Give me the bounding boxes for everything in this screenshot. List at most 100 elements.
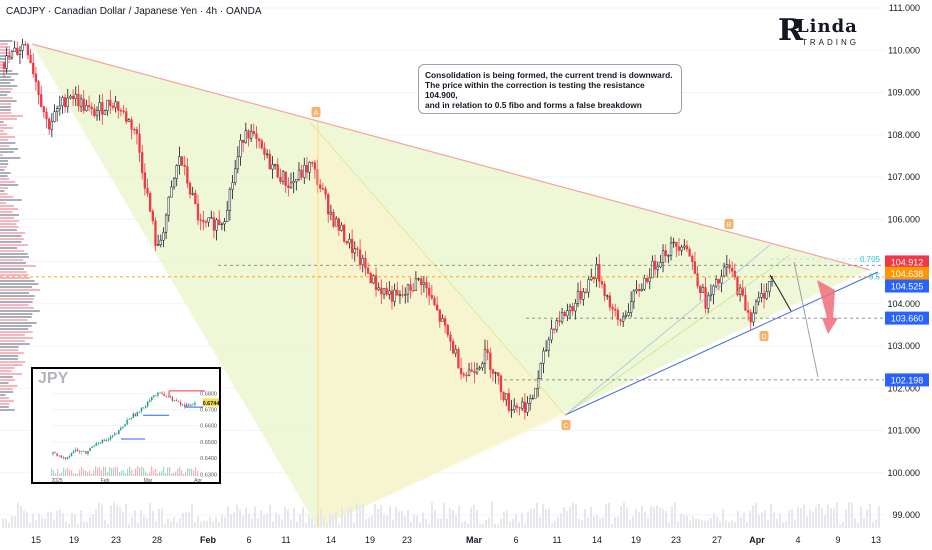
volume-bar: [851, 502, 853, 528]
inset-volume-bar: [117, 467, 119, 476]
inset-volume-bar: [79, 469, 81, 476]
candle-body: [446, 324, 449, 336]
candle-body: [467, 369, 471, 376]
inset-candle-body: [169, 396, 172, 398]
candle-body: [539, 363, 542, 379]
candle-body: [199, 219, 202, 221]
volume-bar: [683, 514, 685, 528]
volume-bar: [779, 513, 781, 528]
volume-bar: [155, 520, 157, 528]
volume-bar: [131, 517, 133, 528]
volume-bar: [800, 508, 802, 528]
volume-profile-bar: [0, 298, 34, 300]
volume-bar: [35, 520, 37, 528]
x-tick-label: 11: [281, 535, 290, 545]
volume-profile: [0, 40, 41, 411]
volume-bar: [809, 509, 811, 528]
volume-bar: [182, 513, 184, 528]
candle-body: [281, 171, 285, 182]
volume-bar: [479, 523, 481, 528]
inset-volume-bar: [161, 471, 163, 476]
volume-bar: [32, 513, 34, 528]
candle-body: [630, 301, 633, 313]
candle-body: [725, 264, 728, 268]
candle-body: [316, 169, 319, 186]
candle-body: [696, 273, 699, 287]
volume-profile-bar: [0, 226, 19, 228]
volume-bar: [626, 507, 628, 528]
x-tick-label: 6: [513, 535, 518, 545]
volume-bar: [743, 512, 745, 528]
volume-bar: [341, 506, 343, 528]
volume-bar: [11, 516, 13, 528]
inset-volume-bar: [95, 466, 97, 476]
candle-body: [720, 275, 723, 284]
candle-body: [228, 189, 232, 211]
volume-bar: [383, 514, 385, 528]
candle-body: [130, 119, 133, 130]
inset-chart[interactable]: JPY 0.6800 0.6700 0.6600 0.6500 0.6400 0.6300…: [31, 367, 221, 484]
volume-profile-bar: [0, 169, 5, 171]
candle-body: [497, 372, 500, 377]
volume-bar: [23, 510, 25, 528]
candle-body: [271, 164, 274, 170]
candle-body: [566, 310, 569, 316]
candle-body: [481, 363, 484, 369]
volume-bar: [443, 503, 445, 528]
candle-body: [603, 283, 606, 297]
wave-marker-label: A: [314, 110, 319, 117]
inset-volume-bar: [75, 473, 77, 476]
volume-profile-bar: [0, 313, 33, 315]
fib-label: 0.5: [869, 272, 881, 281]
volume-bar: [461, 521, 463, 528]
volume-bar: [776, 518, 778, 528]
volume-profile-bar: [0, 343, 30, 345]
inset-candle-body: [181, 404, 184, 406]
volume-profile-bar: [0, 295, 35, 297]
inset-volume-bar: [55, 473, 57, 476]
volume-bar: [446, 518, 448, 528]
candle-body: [164, 214, 168, 233]
candle-body: [749, 312, 752, 323]
inset-candle-body: [116, 433, 118, 435]
candle-body: [335, 218, 338, 227]
inset-candle-body: [151, 396, 153, 401]
candle-body: [390, 290, 394, 302]
inset-candle-body: [153, 395, 155, 397]
candle-body: [441, 318, 444, 322]
candle-body: [212, 217, 216, 231]
annotation-note[interactable]: Consolidation is being formed, the curre…: [418, 64, 682, 114]
inset-candle-body: [105, 440, 108, 441]
volume-profile-bar: [0, 205, 15, 207]
volume-profile-bar: [0, 346, 19, 348]
volume-bar: [551, 523, 553, 528]
volume-bar: [620, 505, 622, 528]
candle-body: [635, 289, 638, 292]
volume-profile-bar: [0, 292, 29, 294]
inset-candle-body: [173, 400, 176, 401]
y-tick-label: 106.000: [887, 214, 920, 224]
volume-bar: [62, 513, 64, 528]
candle-body: [127, 119, 131, 122]
candle-body: [239, 139, 242, 158]
inset-candle-body: [64, 457, 67, 459]
candle-body: [215, 219, 218, 231]
candle-body: [289, 182, 293, 189]
candle-body: [380, 287, 383, 295]
volume-bar: [89, 517, 91, 528]
volume-bar: [647, 517, 649, 528]
volume-bar: [548, 508, 550, 528]
inset-candle-body: [159, 392, 161, 394]
volume-bar: [584, 509, 586, 528]
inset-candle-body: [68, 455, 71, 458]
volume-profile-bar: [0, 274, 29, 276]
candle-body: [707, 295, 710, 309]
x-tick-label: 14: [592, 535, 602, 545]
volume-bar: [527, 511, 529, 528]
candle-body: [143, 172, 146, 189]
volume-bar: [521, 513, 523, 528]
candle-body: [295, 178, 298, 182]
inset-volume-bar: [193, 470, 195, 476]
volume-bar: [533, 508, 535, 528]
candle-body: [257, 138, 261, 141]
